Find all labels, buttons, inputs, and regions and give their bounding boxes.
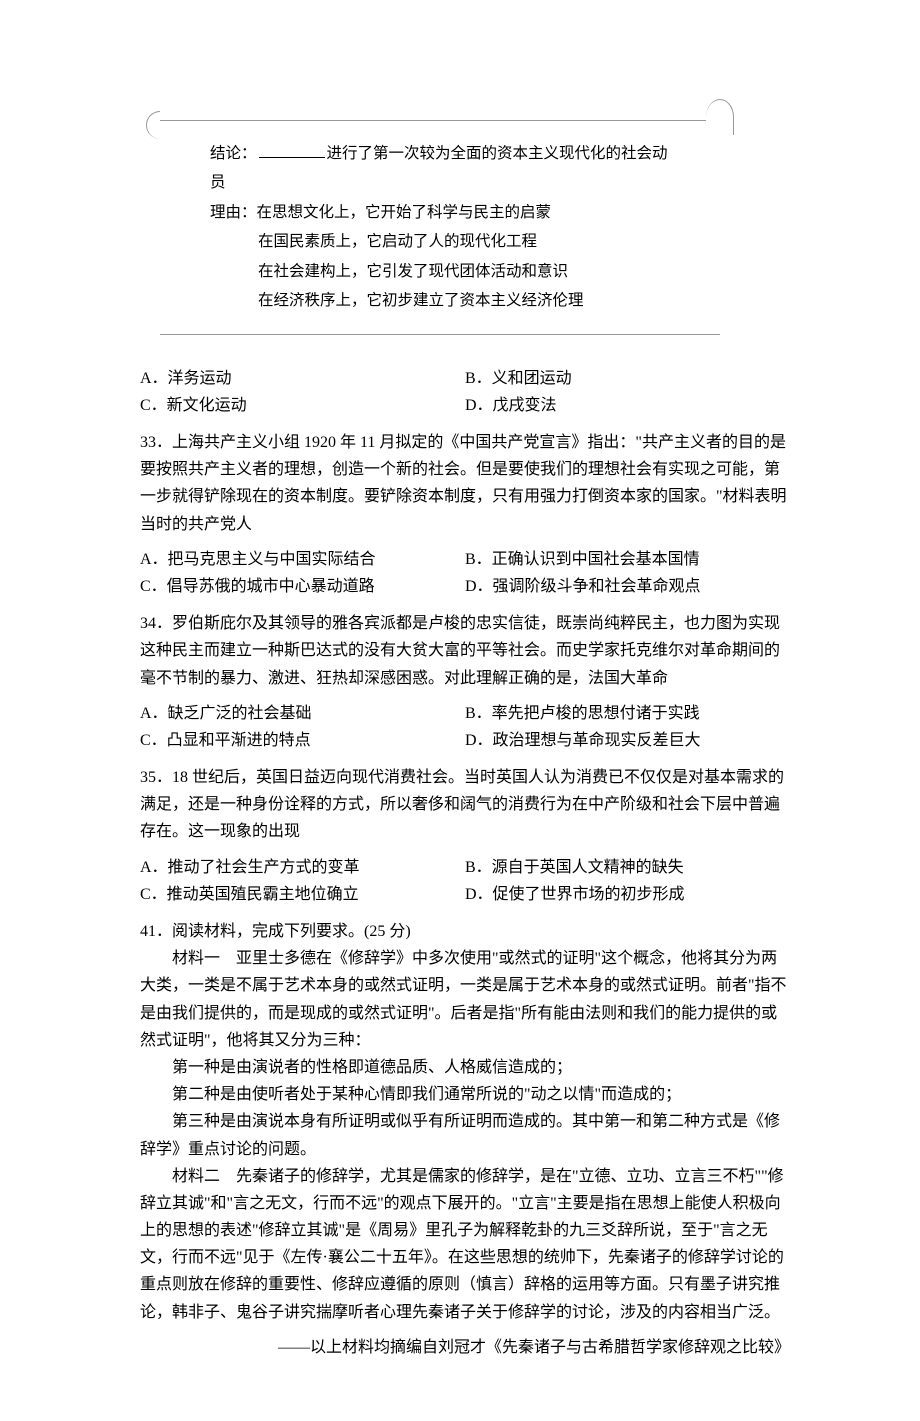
q35-option-a: A．推动了社会生产方式的变革	[140, 854, 465, 881]
q35-option-d: D．促使了世界市场的初步形成	[465, 881, 790, 908]
scroll-conclusion-box: 结论：进行了第一次较为全面的资本主义现代化的社会动员 理由：在思想文化上，它开始…	[160, 120, 720, 335]
q33-option-c: C．倡导苏俄的城市中心暴动道路	[140, 573, 465, 600]
q32-option-b: B．义和团运动	[465, 365, 790, 392]
q33-stem: 33．上海共产主义小组 1920 年 11 月拟定的《中国共产党宣言》指出："共…	[140, 429, 790, 538]
q41-stem: 41．阅读材料，完成下列要求。(25 分)	[140, 918, 790, 945]
blank-fill	[259, 143, 325, 159]
q34-stem: 34．罗伯斯庇尔及其领导的雅各宾派都是卢梭的忠实信徒，既崇尚纯粹民主，也力图为实…	[140, 610, 790, 692]
q34-option-a: A．缺乏广泛的社会基础	[140, 700, 465, 727]
q32-option-d: D．戊戌变法	[465, 392, 790, 419]
q41-p4: 第三种是由演说本身有所证明或似乎有所证明而造成的。其中第一和第二种方式是《修辞学…	[140, 1108, 790, 1162]
q33-option-b: B．正确认识到中国社会基本国情	[465, 546, 790, 573]
scroll-line1-prefix: 结论：	[210, 145, 257, 162]
q35-stem: 35．18 世纪后，英国日益迈向现代消费社会。当时英国人认为消费已不仅仅是对基本…	[140, 764, 790, 846]
q41-p2: 第一种是由演说者的性格即道德品质、人格威信造成的；	[140, 1054, 790, 1081]
scroll-line-3: 在国民素质上，它启动了人的现代化工程	[210, 227, 680, 256]
q33-option-d: D．强调阶级斗争和社会革命观点	[465, 573, 790, 600]
q41-p1: 材料一 亚里士多德在《修辞学》中多次使用"或然式的证明"这个概念，他将其分为两大…	[140, 945, 790, 1054]
q35-option-c: C．推动英国殖民霸主地位确立	[140, 881, 465, 908]
scroll-curl-right	[706, 99, 734, 135]
q35-options: A．推动了社会生产方式的变革 B．源自于英国人文精神的缺失 C．推动英国殖民霸主…	[140, 854, 790, 908]
scroll-line-5: 在经济秩序上，它初步建立了资本主义经济伦理	[210, 286, 680, 315]
q41-p5: 材料二 先秦诸子的修辞学，尤其是儒家的修辞学，是在"立德、立功、立言三不朽""修…	[140, 1163, 790, 1326]
q34-option-c: C．凸显和平渐进的特点	[140, 727, 465, 754]
scroll-line-2: 理由：在思想文化上，它开始了科学与民主的启蒙	[210, 198, 680, 227]
q32-option-a: A．洋务运动	[140, 365, 465, 392]
scroll-line-4: 在社会建构上，它引发了现代团体活动和意识	[210, 257, 680, 286]
q33-options: A．把马克思主义与中国实际结合 B．正确认识到中国社会基本国情 C．倡导苏俄的城…	[140, 546, 790, 600]
q34-option-b: B．率先把卢梭的思想付诸于实践	[465, 700, 790, 727]
scroll-curl-left	[146, 111, 174, 139]
q41-attribution: ——以上材料均摘编自刘冠才《先秦诸子与古希腊哲学家修辞观之比较》	[140, 1334, 790, 1361]
q35-option-b: B．源自于英国人文精神的缺失	[465, 854, 790, 881]
q33-option-a: A．把马克思主义与中国实际结合	[140, 546, 465, 573]
q34-option-d: D．政治理想与革命现实反差巨大	[465, 727, 790, 754]
q32-option-c: C．新文化运动	[140, 392, 465, 419]
q34-options: A．缺乏广泛的社会基础 B．率先把卢梭的思想付诸于实践 C．凸显和平渐进的特点 …	[140, 700, 790, 754]
q32-options: A．洋务运动 B．义和团运动 C．新文化运动 D．戊戌变法	[140, 365, 790, 419]
q41-p3: 第二种是由使听者处于某种心情即我们通常所说的"动之以情"而造成的；	[140, 1081, 790, 1108]
scroll-line-1: 结论：进行了第一次较为全面的资本主义现代化的社会动员	[210, 139, 680, 198]
